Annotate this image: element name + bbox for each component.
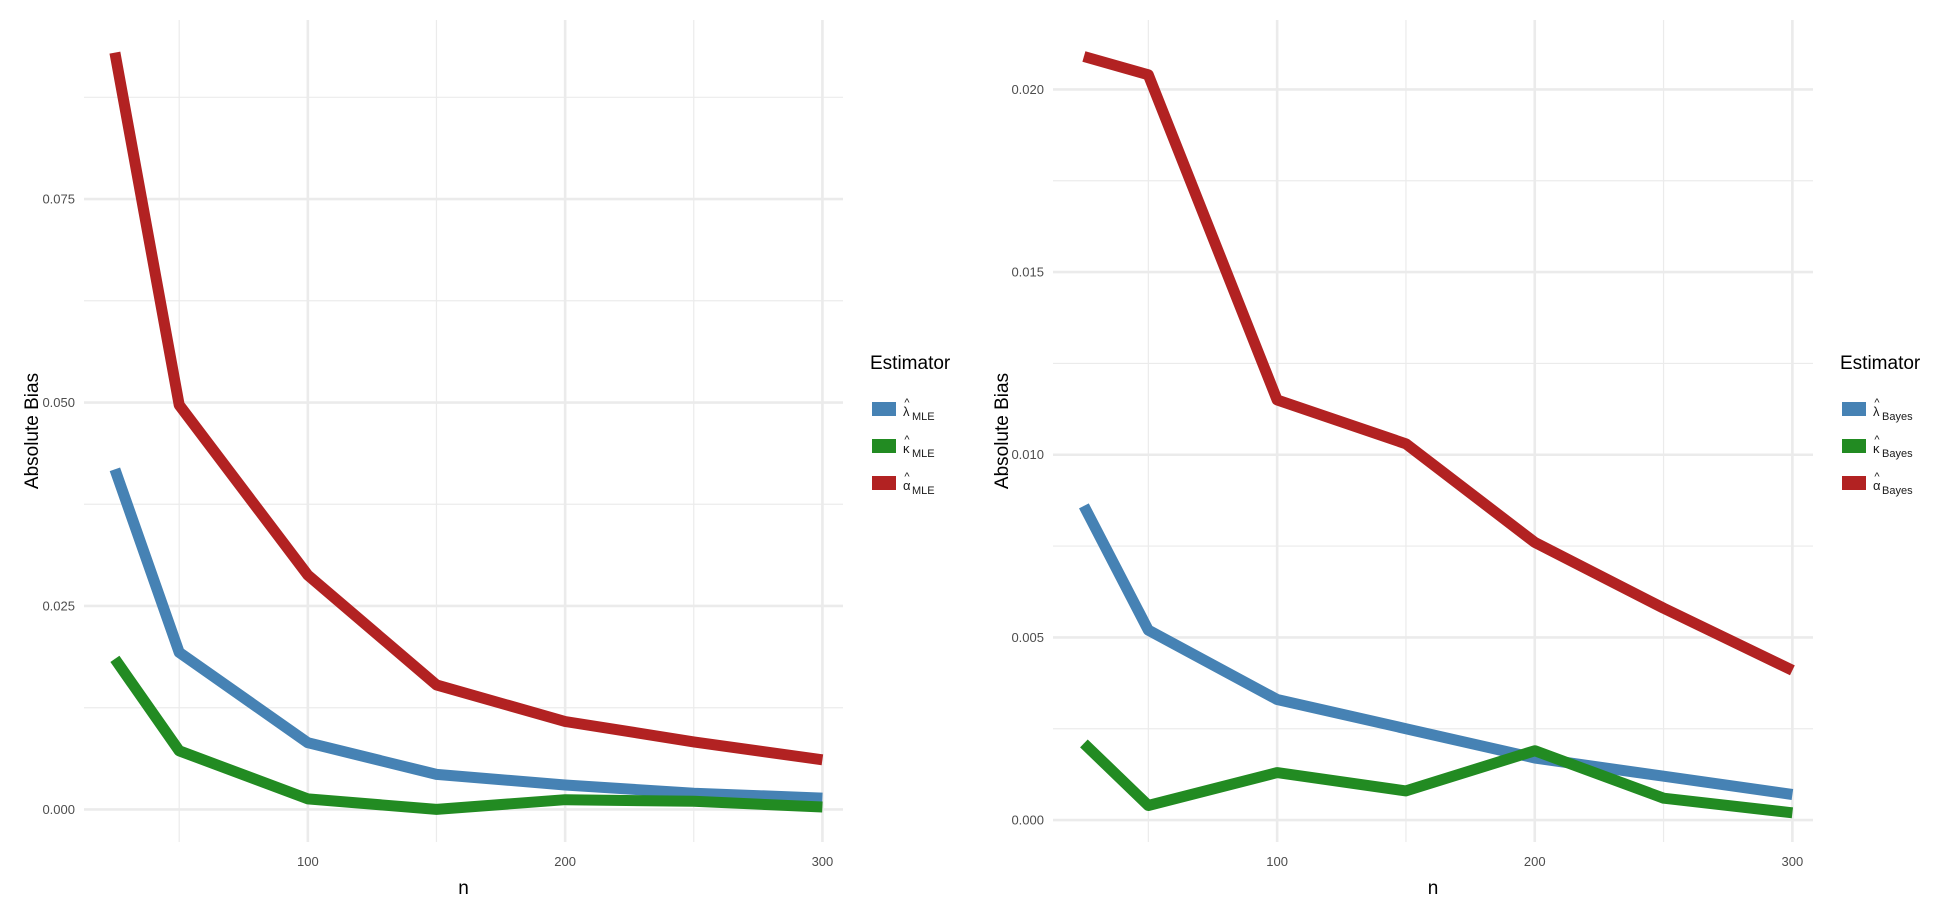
legend-hat: ^ [1874,434,1880,446]
y-tick-label: 0.015 [1011,265,1044,280]
y-tick-label: 0.050 [42,395,75,410]
series-line-alpha [109,51,824,766]
legend-symbol: α [1873,478,1881,493]
legend-subscript: Bayes [1882,448,1913,460]
legend-subscript: Bayes [1882,485,1913,497]
series-lines [1079,51,1795,819]
x-tick-label: 100 [1266,854,1288,869]
legend-subscript: Bayes [1882,411,1913,423]
y-tick-label: 0.005 [1011,630,1044,645]
legend-item-kappa: ^κ MLE [872,434,935,460]
grid-lines [84,20,843,842]
y-axis-title: Absolute Bias [22,373,43,489]
legend-swatch-kappa [1842,439,1866,453]
chart-panel-bayes: 0.000 0.005 0.010 0.015 0.020 100 200 300 n Absol… [992,20,1921,899]
y-tick-labels: 0.000 0.025 0.050 0.075 [42,192,75,817]
legend-swatch-alpha [1842,476,1866,490]
y-axis-title: Absolute Bias [992,373,1013,489]
legend-title: Estimator [870,353,951,374]
legend-swatch-lambda [1842,402,1866,416]
y-tick-label: 0.075 [42,192,75,207]
x-tick-label: 300 [1782,854,1804,869]
y-tick-labels: 0.000 0.005 0.010 0.015 0.020 [1011,82,1044,828]
legend-symbol: κ [903,441,910,456]
legend-hat: ^ [904,397,910,409]
x-tick-label: 300 [812,854,834,869]
legend-hat: ^ [904,471,910,483]
x-tick-labels: 100 200 300 [297,854,833,869]
legend-hat: ^ [904,434,910,446]
chart-panel-mle: 0.000 0.025 0.050 0.075 100 200 300 n Absolute B… [22,20,951,899]
legend-subscript: MLE [912,485,935,497]
legend-hat: ^ [1874,397,1880,409]
x-tick-labels: 100 200 300 [1266,854,1803,869]
x-axis-title: n [458,878,469,899]
x-tick-label: 200 [1524,854,1546,869]
series-line-lambda [1079,503,1794,800]
legend-item-kappa: ^κ Bayes [1842,434,1913,460]
series-lines [109,51,824,815]
legend-item-lambda: ^λ Bayes [1842,397,1913,423]
legend-subscript: MLE [912,411,935,423]
legend: Estimator^λ MLE^κ MLE^α MLE [870,353,951,497]
legend: Estimator^λ Bayes^κ Bayes^α Bayes [1840,353,1921,497]
y-tick-label: 0.000 [42,802,75,817]
legend-swatch-lambda [872,402,896,416]
grid-lines [1053,20,1813,842]
y-tick-label: 0.010 [1011,447,1044,462]
legend-symbol: λ [1873,404,1880,419]
legend-hat: ^ [1874,471,1880,483]
legend-subscript: MLE [912,448,935,460]
y-tick-label: 0.025 [42,598,75,613]
legend-symbol: κ [1873,441,1880,456]
legend-item-alpha: ^α MLE [872,471,935,497]
y-tick-label: 0.000 [1011,813,1044,828]
legend-item-lambda: ^λ MLE [872,397,935,423]
y-tick-label: 0.020 [1011,82,1044,97]
legend-swatch-kappa [872,439,896,453]
x-axis-title: n [1428,878,1439,899]
legend-symbol: α [903,478,911,493]
legend-item-alpha: ^α Bayes [1842,471,1913,497]
legend-symbol: λ [903,404,910,419]
x-tick-label: 100 [297,854,319,869]
legend-swatch-alpha [872,476,896,490]
legend-title: Estimator [1840,353,1921,374]
x-tick-label: 200 [554,854,576,869]
